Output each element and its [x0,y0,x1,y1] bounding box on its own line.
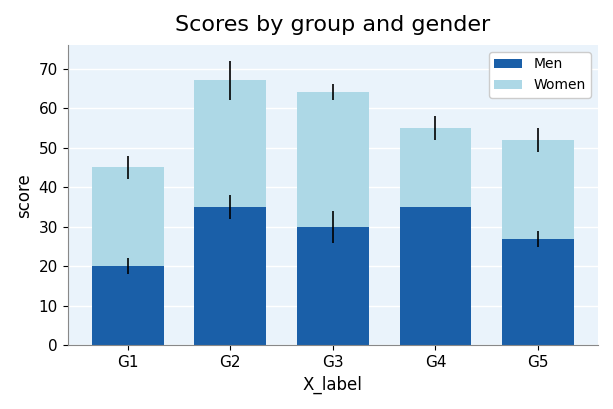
Bar [92,266,164,346]
Bar [400,128,471,207]
Y-axis label: score: score [15,173,33,218]
X-axis label: X_label: X_label [303,376,363,394]
Title: Scores by group and gender: Scores by group and gender [175,15,490,35]
Bar [194,81,266,207]
Bar [502,140,574,239]
Bar [194,207,266,346]
Bar [297,227,369,346]
Bar [297,92,369,227]
Bar [92,168,164,266]
Bar [502,239,574,346]
Legend: Men, Women: Men, Women [489,52,591,98]
Bar [400,207,471,346]
